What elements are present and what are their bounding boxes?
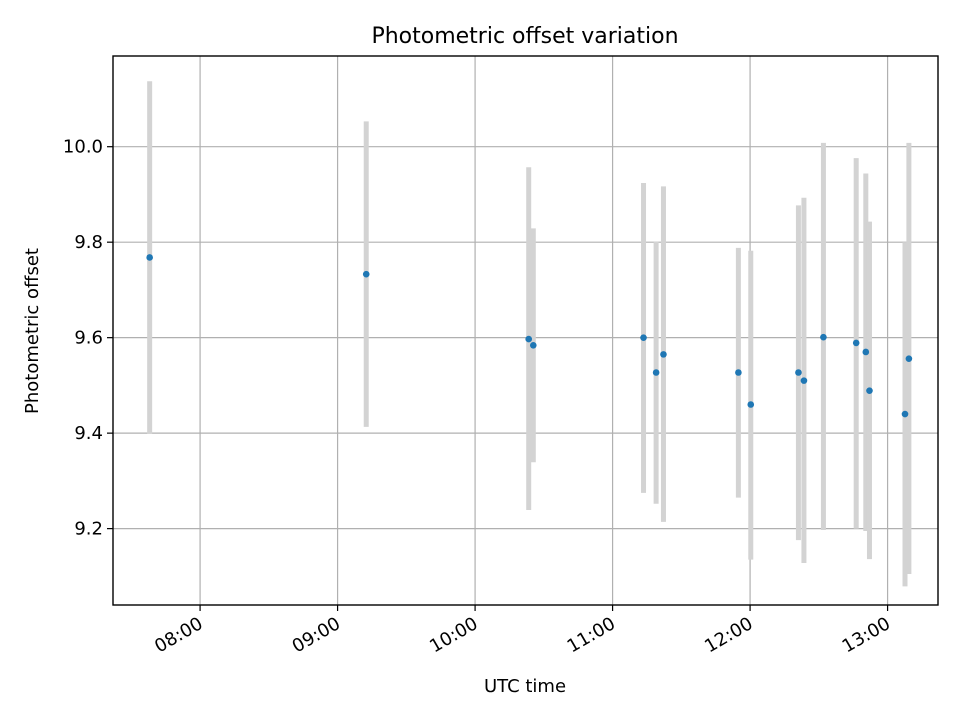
chart-title: Photometric offset variation (371, 24, 678, 49)
data-point (820, 333, 827, 341)
data-point (747, 401, 755, 408)
data-point (529, 341, 537, 349)
data-point (866, 387, 873, 394)
data-points (146, 254, 913, 418)
data-point (852, 339, 860, 347)
y-tick-label: 9.2 (74, 519, 103, 540)
data-point (901, 410, 909, 418)
data-point (905, 355, 913, 362)
data-point (146, 254, 153, 261)
data-point (800, 377, 808, 384)
data-point (660, 351, 667, 358)
y-tick-label: 10.0 (63, 137, 103, 158)
data-point (652, 369, 660, 376)
data-point (362, 270, 370, 278)
y-tick-label: 9.6 (74, 328, 103, 349)
y-axis-ticks: 9.2 9.4 9.6 9.8 10.0 (63, 137, 113, 540)
data-point (862, 348, 870, 356)
y-tick-label: 9.4 (74, 423, 103, 444)
y-axis-label: Photometric offset (22, 248, 43, 414)
x-axis-label: UTC time (484, 676, 566, 697)
data-point (795, 369, 802, 376)
data-point (525, 335, 533, 343)
data-point (640, 334, 647, 341)
data-point (735, 369, 742, 376)
plot-frame (112, 55, 939, 606)
y-tick-label: 9.8 (74, 232, 103, 253)
